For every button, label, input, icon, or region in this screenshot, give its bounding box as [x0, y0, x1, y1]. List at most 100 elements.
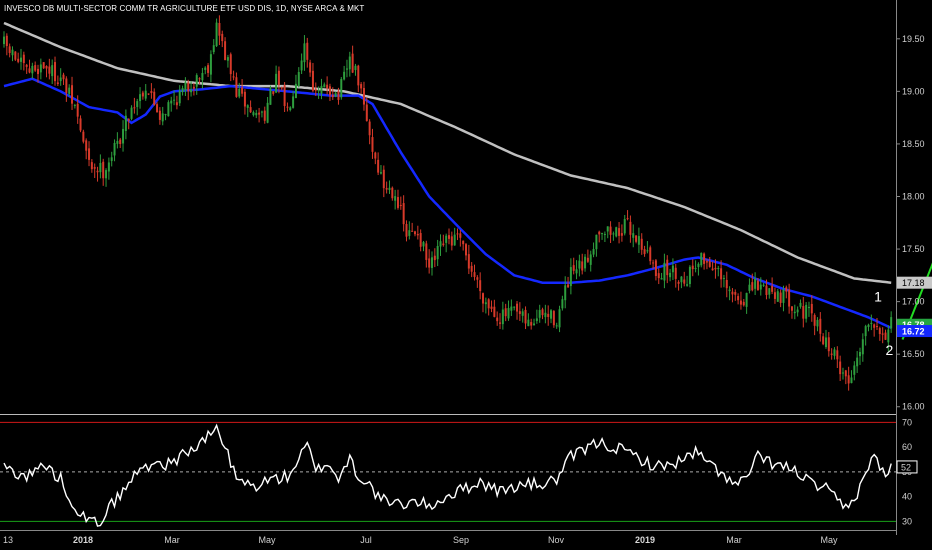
candle [178, 85, 181, 107]
moving-average-blue-line [3, 77, 892, 330]
candle [209, 50, 212, 83]
candle-body [544, 312, 547, 318]
candle [317, 86, 320, 99]
candle [601, 232, 604, 240]
candle-body [754, 278, 757, 289]
candle [25, 63, 28, 74]
candle-body [226, 57, 229, 61]
candle-body [147, 93, 150, 95]
price-badge: 17.18 [897, 276, 932, 289]
candle [124, 109, 127, 140]
candle-body [572, 265, 575, 271]
candle [445, 233, 448, 253]
candle-body [294, 83, 297, 98]
candle-body [626, 218, 629, 220]
candle [93, 163, 96, 179]
candle [394, 189, 397, 210]
candle-body [581, 261, 584, 271]
time-tick-label: Mar [164, 535, 180, 545]
candle-body [42, 62, 45, 69]
candle-body [671, 265, 674, 273]
candle-body [450, 236, 453, 246]
candle-body [439, 241, 442, 247]
candle-body [700, 252, 703, 266]
candle-body [669, 272, 672, 278]
candle [802, 296, 805, 328]
candle-body [102, 161, 105, 179]
candle [96, 166, 99, 182]
candle-body [405, 224, 408, 237]
candles [3, 15, 893, 391]
candle-body [422, 242, 425, 247]
candle [314, 82, 317, 96]
candle-body [841, 372, 844, 374]
candle [266, 97, 269, 124]
candle-body [221, 33, 224, 42]
candle [224, 37, 227, 61]
candle [620, 224, 623, 242]
candle [586, 249, 589, 263]
candle [430, 251, 433, 276]
candle-body [416, 233, 419, 236]
candle [275, 65, 278, 94]
candle [674, 263, 677, 288]
candle-body [76, 103, 79, 117]
candle-body [8, 46, 11, 53]
rsi-tick-label: 40 [902, 492, 912, 502]
candle [309, 59, 312, 77]
candle-body [158, 110, 161, 120]
candle [133, 97, 136, 114]
candle-body [819, 318, 822, 334]
candle-body [360, 84, 363, 89]
candle [249, 100, 252, 113]
candle-body [873, 324, 876, 328]
candle [280, 86, 283, 91]
candle [150, 83, 153, 99]
candle [632, 224, 635, 248]
candle-body [419, 233, 422, 247]
rsi-tick-label: 70 [902, 417, 912, 427]
candle-body [482, 293, 485, 304]
candle [48, 58, 51, 80]
candle [884, 329, 887, 341]
candle [391, 186, 394, 201]
candle [680, 276, 683, 289]
candle [130, 105, 133, 121]
candle-body [731, 291, 734, 295]
candle-body [663, 262, 666, 281]
candle [201, 67, 204, 89]
candle-body [742, 301, 745, 306]
time-tick-label: Jul [360, 535, 372, 545]
candle [654, 259, 657, 281]
candle-body [598, 231, 601, 235]
candle [657, 268, 660, 285]
candle-body [156, 104, 159, 113]
candle-body [448, 235, 450, 239]
candle-body [107, 162, 110, 172]
candle [890, 311, 893, 333]
moving-average-gray [3, 21, 892, 284]
candle-body [635, 235, 638, 242]
candle-body [595, 234, 598, 250]
candle [830, 348, 833, 360]
candle [759, 277, 762, 296]
candle-body [323, 84, 326, 88]
candle [776, 289, 779, 302]
price-badge-bg [897, 325, 932, 338]
candle [297, 67, 300, 88]
candle-body [116, 141, 119, 144]
candle [561, 295, 564, 311]
candle-body [297, 72, 300, 87]
candle [232, 70, 235, 81]
candle-body [241, 87, 244, 94]
candle [272, 91, 275, 96]
candle-body [34, 65, 37, 71]
candle [141, 90, 144, 100]
candle-body [530, 322, 533, 326]
candle-body [810, 303, 813, 314]
candle-body [382, 169, 385, 189]
candle-body [666, 259, 669, 276]
